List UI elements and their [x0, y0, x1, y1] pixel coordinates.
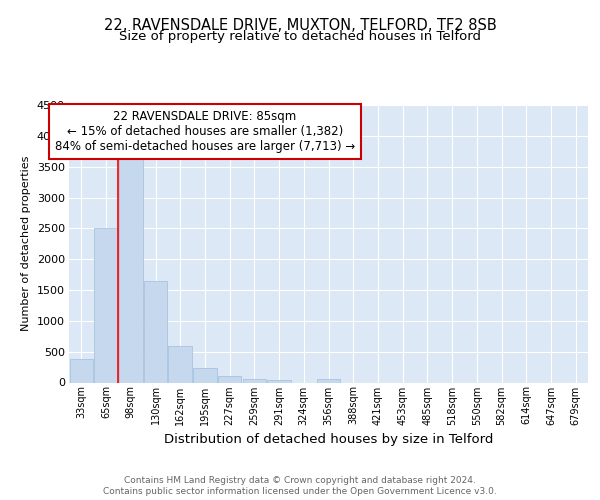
Y-axis label: Number of detached properties: Number of detached properties [21, 156, 31, 332]
Bar [94, 228, 118, 382]
Text: 22, RAVENSDALE DRIVE, MUXTON, TELFORD, TF2 8SB: 22, RAVENSDALE DRIVE, MUXTON, TELFORD, T… [104, 18, 496, 32]
Text: 22 RAVENSDALE DRIVE: 85sqm
← 15% of detached houses are smaller (1,382)
84% of s: 22 RAVENSDALE DRIVE: 85sqm ← 15% of deta… [55, 110, 355, 153]
Text: Contains HM Land Registry data © Crown copyright and database right 2024.: Contains HM Land Registry data © Crown c… [124, 476, 476, 485]
Bar [119, 151, 143, 382]
Bar [218, 376, 241, 382]
Bar [144, 281, 167, 382]
Bar [242, 379, 266, 382]
Bar [193, 368, 217, 382]
Text: Contains public sector information licensed under the Open Government Licence v3: Contains public sector information licen… [103, 488, 497, 496]
X-axis label: Distribution of detached houses by size in Telford: Distribution of detached houses by size … [164, 433, 493, 446]
Bar [169, 346, 192, 383]
Bar [317, 380, 340, 382]
Bar [70, 360, 93, 382]
Bar [268, 380, 291, 382]
Text: Size of property relative to detached houses in Telford: Size of property relative to detached ho… [119, 30, 481, 43]
